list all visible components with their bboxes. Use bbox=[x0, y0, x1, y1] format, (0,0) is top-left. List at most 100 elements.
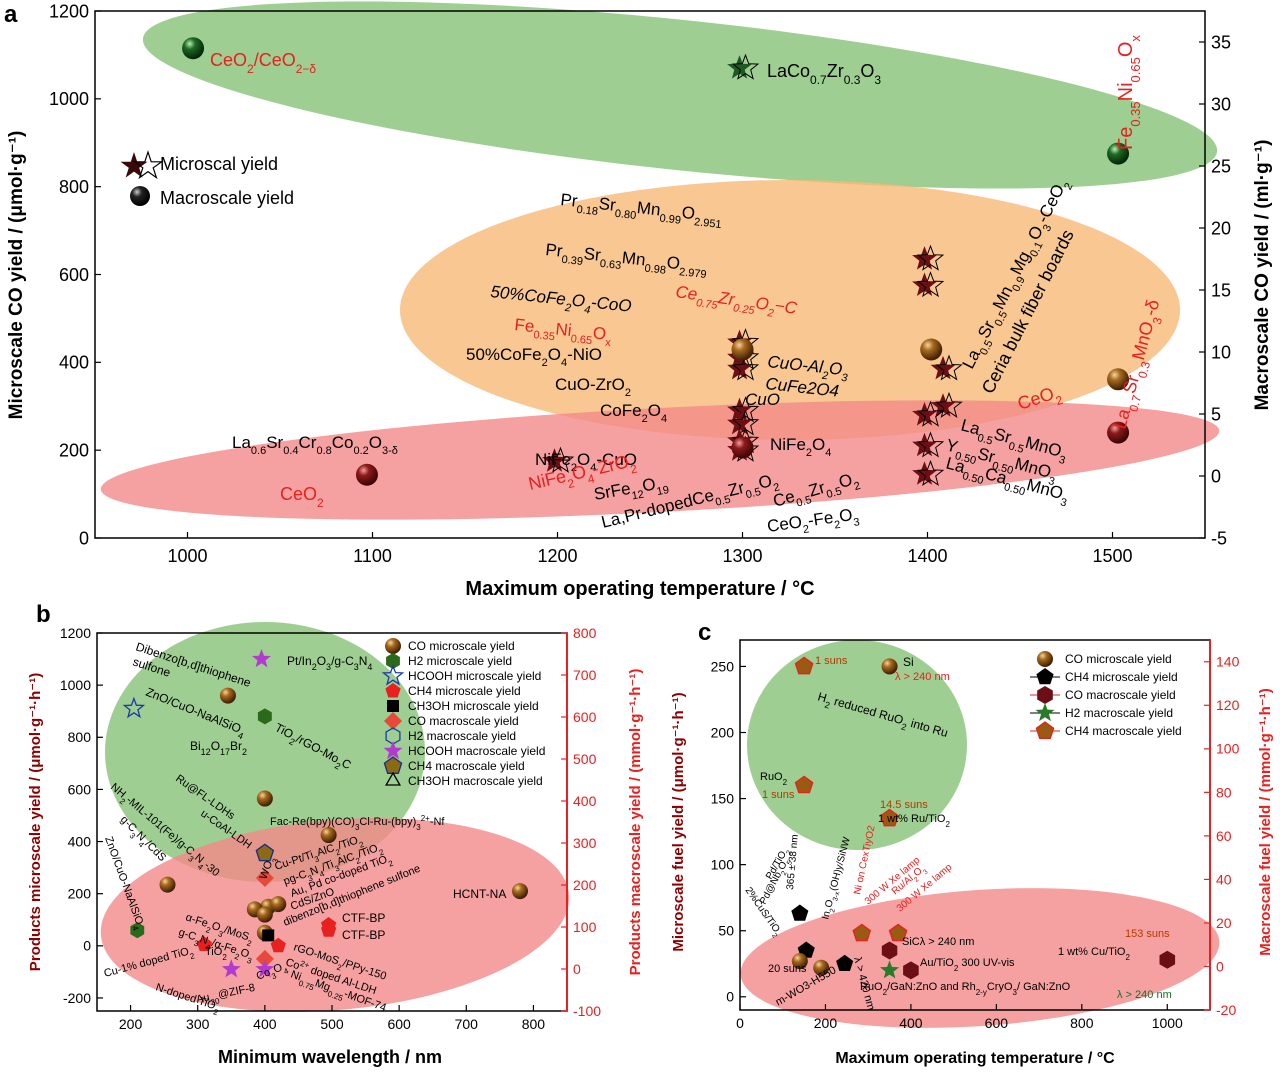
x-tick-label: 600 bbox=[985, 1015, 1009, 1031]
panel-c: c 0 200 400 600 800 1000 0 50 100 150 200 250 -20 0 20… bbox=[670, 619, 1274, 1067]
legend-marker-c bbox=[1035, 703, 1055, 722]
microscale-star bbox=[912, 461, 937, 485]
macroscale-sphere bbox=[920, 338, 943, 361]
panel-b: b 200 300 400 500 600 700 800 -200 0 200 400 600 800… bbox=[27, 601, 644, 1067]
legend-sphere-icon bbox=[130, 186, 150, 206]
label-b-fac: Fac-Re(bpy)(CO)3Cl-Ru-(bpy)32+-Nf bbox=[270, 814, 445, 832]
label-b-ctf1: CTF-BP bbox=[342, 911, 385, 925]
x-tick-label: 400 bbox=[899, 1015, 923, 1031]
y-tick-label: 1200 bbox=[49, 1, 89, 21]
legend-a: Microscal yield Macroscale yield bbox=[120, 150, 294, 208]
y-tick-label: 1200 bbox=[60, 625, 91, 641]
y2-tick-label: 20 bbox=[1211, 218, 1231, 238]
label-c-145suns: 14.5 suns bbox=[880, 799, 928, 811]
y2-tick-label: 35 bbox=[1211, 32, 1231, 52]
panel-label-b: b bbox=[36, 601, 51, 628]
data-point bbox=[255, 959, 275, 978]
macroscale-sphere bbox=[1107, 421, 1130, 444]
y2-tick-label: 10 bbox=[1211, 342, 1231, 362]
macroscale-sphere bbox=[355, 463, 378, 486]
data-point bbox=[512, 883, 528, 900]
y2-tick-label: 500 bbox=[573, 751, 597, 767]
label-c-153suns: 153 suns bbox=[1125, 928, 1170, 940]
data-point bbox=[903, 961, 919, 980]
microscale-star bbox=[912, 272, 937, 296]
y2-tick-label: 80 bbox=[1216, 784, 1232, 800]
y-tick-label: 100 bbox=[711, 857, 735, 873]
legend-label-b: CH3OH microscale yield bbox=[408, 699, 539, 713]
red-region bbox=[100, 400, 1220, 520]
y-tick-label: 600 bbox=[59, 265, 89, 285]
legend-marker-b bbox=[384, 712, 402, 730]
legend-marker-b bbox=[385, 638, 401, 654]
legend-marker-b bbox=[384, 771, 402, 786]
data-point bbox=[252, 649, 271, 668]
microscale-star bbox=[727, 397, 752, 422]
y-tick-label: -200 bbox=[63, 990, 91, 1006]
y2-tick-label: 600 bbox=[573, 709, 597, 725]
y-tick-label: 200 bbox=[711, 724, 735, 740]
data-point bbox=[270, 937, 286, 953]
x-tick-label: 500 bbox=[320, 1016, 344, 1032]
y2-tick-label: 300 bbox=[573, 835, 597, 851]
microscale-star-outline bbox=[916, 459, 945, 486]
microscale-star-outline bbox=[916, 431, 945, 458]
x-tick-label: 600 bbox=[387, 1016, 411, 1032]
y2-tick-label: 30 bbox=[1211, 94, 1231, 114]
label-b-ctf2: CTF-BP bbox=[342, 928, 385, 942]
macroscale-sphere bbox=[1107, 142, 1130, 165]
panel-a: a 1000 1100 1200 1300 1400 150002004006008001… bbox=[4, 1, 1273, 600]
data-point bbox=[219, 687, 236, 704]
data-point bbox=[813, 959, 830, 976]
legend-marker-c bbox=[1035, 721, 1055, 739]
data-point bbox=[888, 923, 908, 942]
data-point bbox=[270, 896, 287, 913]
microscale-star bbox=[727, 355, 752, 380]
data-point bbox=[256, 906, 273, 923]
data-point bbox=[881, 941, 898, 960]
label-c-sic: SiCλ > 240 nm bbox=[902, 936, 974, 948]
data-point bbox=[255, 843, 275, 862]
legend-star-icon bbox=[120, 150, 164, 180]
y2-tick-label: -100 bbox=[573, 1003, 601, 1019]
x-tick-label: 1000 bbox=[167, 546, 207, 566]
x-tick-label: 1100 bbox=[353, 546, 392, 566]
microscale-star-outline bbox=[731, 396, 760, 423]
panel-label-a: a bbox=[4, 1, 18, 28]
data-point bbox=[159, 876, 176, 893]
macroscale-sphere bbox=[1107, 368, 1130, 391]
macroscale-sphere bbox=[731, 338, 754, 361]
x-tick-label: 400 bbox=[253, 1016, 277, 1032]
label-c-1suns-a: 1 suns bbox=[815, 655, 848, 667]
legend-label-b: CO macroscale yield bbox=[408, 714, 519, 728]
y2-tick-label: 120 bbox=[1216, 697, 1240, 713]
microscale-star-outline bbox=[935, 354, 963, 381]
legend-label-b: CH4 macroscale yield bbox=[408, 759, 525, 773]
microscale-star-outline bbox=[546, 446, 575, 473]
label-c-365: 365 ± 38 nm bbox=[785, 834, 801, 890]
x-tick-label: 1400 bbox=[907, 546, 947, 566]
legend-c: CO microscale yield CH4 microscale yield C… bbox=[1030, 651, 1182, 739]
y-tick-label: 200 bbox=[59, 440, 89, 460]
orange-region bbox=[400, 180, 1180, 440]
data-point bbox=[881, 658, 898, 675]
legend-label-b: HCOOH microscale yield bbox=[408, 669, 541, 683]
x-tick-label: 300 bbox=[186, 1016, 210, 1032]
y2-axis-title-a: Macroscale CO yield / (ml·g⁻¹) bbox=[1252, 140, 1273, 411]
y2-tick-label: 700 bbox=[573, 667, 597, 683]
y2-tick-label: 0 bbox=[1216, 958, 1224, 974]
legend-label-c: CH4 microscale yield bbox=[1065, 670, 1178, 684]
label-c-in2o3: In2O3-x(OH)y/SiNW bbox=[820, 836, 855, 922]
marks-c bbox=[791, 656, 1176, 980]
x-tick-label: 800 bbox=[1070, 1015, 1094, 1031]
marks-b bbox=[122, 649, 528, 978]
panel-label-c: c bbox=[698, 619, 711, 646]
label-ceo2-fe2o3: CeO2-Fe2O3 bbox=[766, 504, 861, 541]
label-c-si: Si bbox=[903, 655, 914, 669]
microscale-star bbox=[930, 393, 956, 417]
y-tick-label: 200 bbox=[68, 886, 92, 902]
microscale-star bbox=[727, 410, 752, 435]
legend-marker-b bbox=[387, 700, 399, 712]
data-point bbox=[255, 869, 274, 887]
